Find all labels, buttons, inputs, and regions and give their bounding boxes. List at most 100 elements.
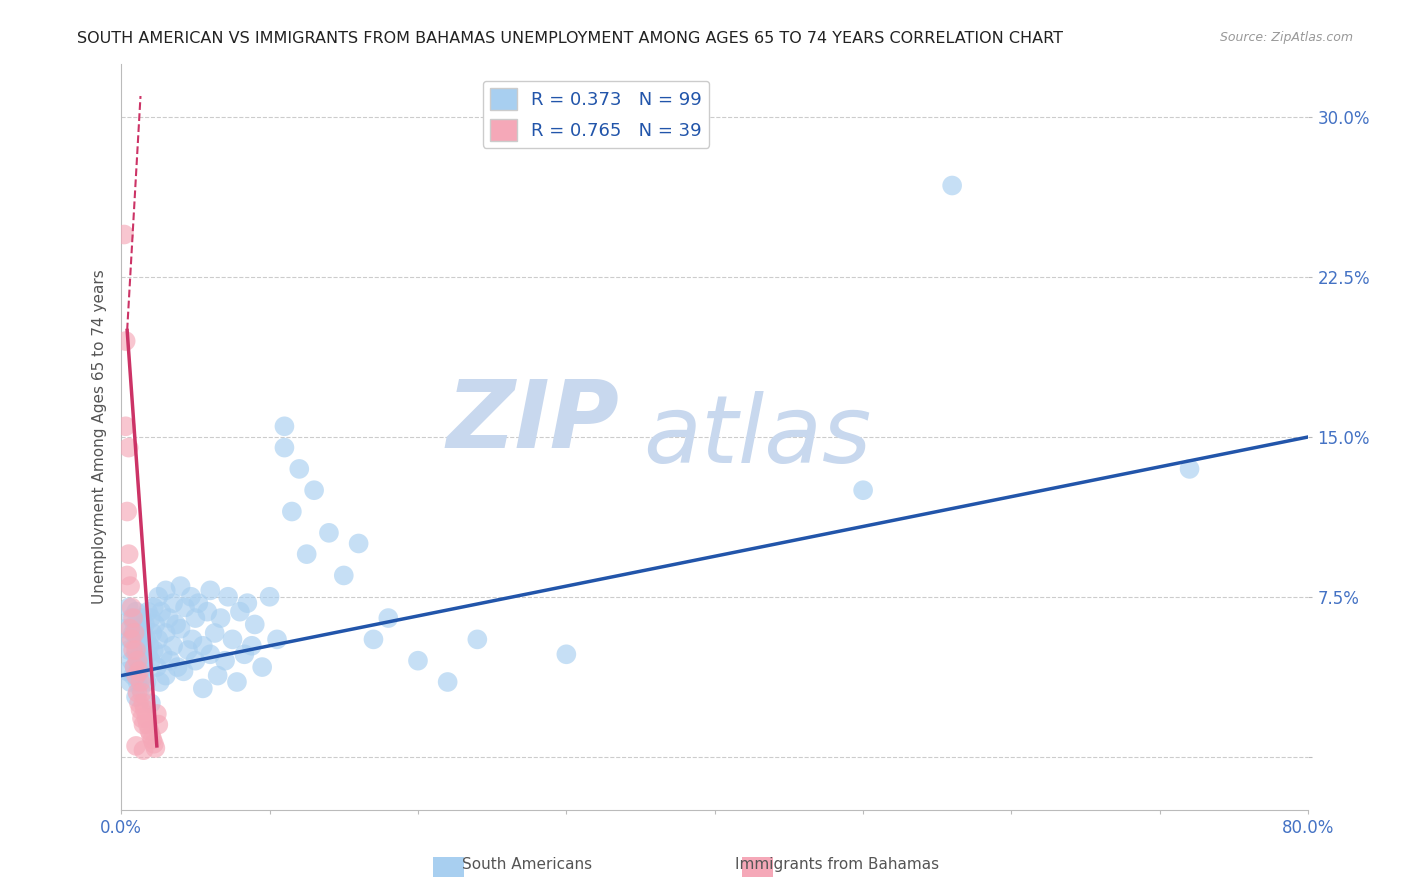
Point: [141, 732, 163, 747]
Point: [136, 605, 159, 619]
Point: [127, 686, 149, 700]
Point: [124, 617, 146, 632]
Point: [233, 648, 256, 662]
Point: [124, 660, 146, 674]
Point: [148, 632, 170, 647]
Point: [114, 622, 136, 636]
Text: South Americans: South Americans: [463, 857, 592, 872]
Point: [125, 643, 148, 657]
Point: [318, 525, 340, 540]
Point: [136, 717, 159, 731]
Point: [181, 632, 204, 647]
Point: [162, 596, 184, 610]
Point: [129, 681, 152, 696]
Point: [139, 696, 162, 710]
Point: [217, 590, 239, 604]
Point: [273, 441, 295, 455]
Point: [465, 632, 488, 647]
Point: [141, 626, 163, 640]
Point: [120, 632, 142, 647]
Point: [302, 483, 325, 498]
Point: [128, 696, 150, 710]
Point: [281, 504, 304, 518]
Point: [204, 626, 226, 640]
Point: [117, 547, 139, 561]
Text: SOUTH AMERICAN VS IMMIGRANTS FROM BAHAMAS UNEMPLOYMENT AMONG AGES 65 TO 74 YEARS: SOUTH AMERICAN VS IMMIGRANTS FROM BAHAMA…: [77, 31, 1063, 46]
Point: [131, 654, 153, 668]
Point: [122, 668, 145, 682]
Point: [191, 639, 214, 653]
Y-axis label: Unemployment Among Ages 65 to 74 years: Unemployment Among Ages 65 to 74 years: [93, 269, 107, 604]
Point: [131, 686, 153, 700]
Point: [146, 706, 169, 721]
Point: [200, 648, 222, 662]
Point: [207, 668, 229, 682]
Point: [436, 675, 458, 690]
Point: [125, 690, 148, 704]
Point: [115, 665, 138, 679]
Point: [155, 583, 177, 598]
Point: [120, 622, 142, 636]
Point: [114, 419, 136, 434]
Point: [125, 668, 148, 682]
Point: [131, 611, 153, 625]
Point: [209, 611, 232, 625]
Point: [174, 600, 197, 615]
Point: [127, 675, 149, 690]
Point: [127, 632, 149, 647]
Point: [132, 668, 155, 682]
Point: [173, 665, 195, 679]
Point: [135, 711, 157, 725]
Point: [135, 675, 157, 690]
Point: [129, 703, 152, 717]
Point: [121, 611, 143, 625]
Point: [134, 703, 156, 717]
Point: [125, 739, 148, 753]
Point: [114, 334, 136, 348]
Point: [273, 419, 295, 434]
Point: [122, 626, 145, 640]
Point: [129, 639, 152, 653]
Point: [243, 617, 266, 632]
Point: [333, 568, 356, 582]
Point: [136, 648, 159, 662]
Point: [128, 665, 150, 679]
Point: [128, 622, 150, 636]
Point: [377, 611, 399, 625]
Point: [139, 611, 162, 625]
Point: [120, 675, 142, 690]
Point: [127, 654, 149, 668]
Point: [121, 632, 143, 647]
Point: [134, 660, 156, 674]
Point: [295, 547, 318, 561]
Point: [184, 654, 207, 668]
Point: [132, 743, 155, 757]
Point: [148, 590, 170, 604]
Point: [187, 596, 209, 610]
Point: [1178, 462, 1201, 476]
Point: [138, 639, 160, 653]
Point: [115, 504, 138, 518]
Point: [250, 660, 273, 674]
Point: [121, 600, 143, 615]
Point: [139, 654, 162, 668]
Point: [146, 660, 169, 674]
Point: [852, 483, 875, 498]
Point: [152, 648, 174, 662]
Point: [169, 622, 191, 636]
Point: [226, 675, 249, 690]
Point: [129, 675, 152, 690]
Point: [135, 632, 157, 647]
Point: [128, 665, 150, 679]
Point: [148, 717, 170, 731]
Point: [143, 617, 166, 632]
Point: [122, 611, 145, 625]
Point: [117, 600, 139, 615]
Point: [121, 654, 143, 668]
Point: [132, 626, 155, 640]
Point: [180, 590, 202, 604]
Point: [159, 654, 181, 668]
Point: [214, 654, 236, 668]
Point: [125, 605, 148, 619]
Point: [191, 681, 214, 696]
